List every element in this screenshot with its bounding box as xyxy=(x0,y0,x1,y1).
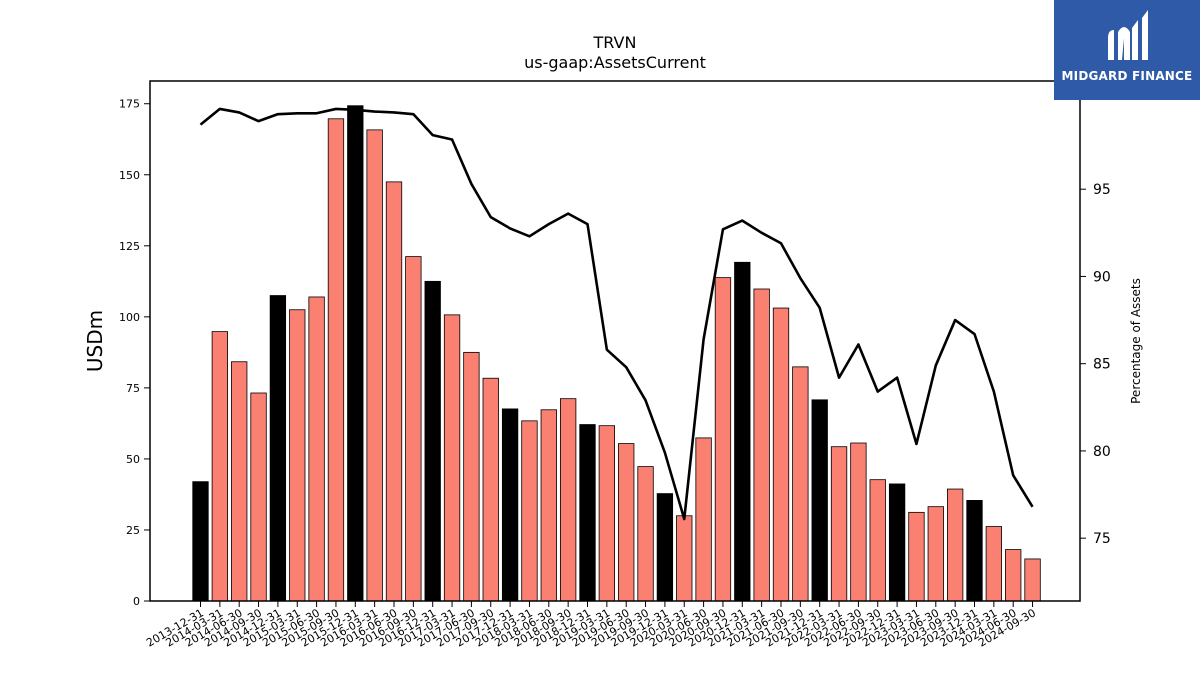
y-axis-label: USDm xyxy=(83,310,107,372)
y-tick-label: 25 xyxy=(126,524,140,537)
bar-series xyxy=(192,105,1041,602)
bar xyxy=(424,280,441,602)
bar xyxy=(869,479,886,602)
bar xyxy=(443,314,461,602)
brand-logo: MIDGARD FINANCE xyxy=(1054,0,1200,100)
y2-tick-label: 90 xyxy=(1093,269,1111,285)
bar xyxy=(734,261,751,602)
bar xyxy=(463,351,480,602)
line-series xyxy=(199,107,1034,521)
y-tick-label: 0 xyxy=(133,595,140,608)
bar xyxy=(927,506,944,602)
bar xyxy=(676,515,693,602)
y-axis-right: 75 80 85 90 95 xyxy=(1080,182,1111,547)
brand-name: MIDGARD FINANCE xyxy=(1061,69,1193,83)
bar xyxy=(289,309,306,602)
bar xyxy=(1024,558,1041,602)
bar xyxy=(366,129,383,602)
bar xyxy=(192,481,209,602)
bar xyxy=(540,409,557,602)
y2-tick-label: 80 xyxy=(1093,444,1111,460)
bar xyxy=(211,331,229,602)
bar xyxy=(850,442,867,602)
bar xyxy=(966,500,983,602)
bar xyxy=(985,526,1002,602)
bar xyxy=(482,377,499,602)
bar xyxy=(714,277,732,602)
y2-tick-label: 95 xyxy=(1093,182,1111,198)
bar xyxy=(231,361,248,602)
bar xyxy=(947,488,964,602)
bar xyxy=(579,424,596,602)
bar xyxy=(772,307,790,602)
y-axis-left: 0 25 50 75 100 125 150 175 xyxy=(119,98,150,608)
bar xyxy=(405,256,422,602)
bar xyxy=(811,399,828,602)
y-tick-label: 125 xyxy=(119,240,140,253)
bar xyxy=(1005,549,1022,602)
bar xyxy=(618,443,635,602)
y-tick-label: 75 xyxy=(126,382,140,395)
bar xyxy=(792,366,809,602)
plot-frame xyxy=(149,80,1081,602)
line-path xyxy=(199,107,1034,521)
chart-title: TRVN xyxy=(593,33,637,52)
y-tick-label: 50 xyxy=(126,453,140,466)
y2-axis-label: Percentage of Assets xyxy=(1129,278,1143,404)
y-tick-label: 175 xyxy=(119,98,140,111)
bar xyxy=(347,105,364,602)
bar xyxy=(560,398,577,602)
bar xyxy=(385,181,403,602)
bar xyxy=(830,446,848,602)
bar xyxy=(637,466,654,602)
bar xyxy=(695,437,712,602)
y2-tick-label: 75 xyxy=(1093,531,1111,547)
bar xyxy=(501,408,519,602)
chart-subtitle: us-gaap:AssetsCurrent xyxy=(524,53,706,72)
bar xyxy=(888,483,906,602)
bar xyxy=(908,511,925,602)
midgard-logo-icon xyxy=(1108,10,1148,60)
bar xyxy=(308,296,325,602)
x-axis: 2013-12-312014-03-312014-06-302014-09-30… xyxy=(144,601,1038,650)
y2-tick-label: 85 xyxy=(1093,357,1111,373)
bar xyxy=(250,392,267,602)
y-tick-label: 150 xyxy=(119,169,140,182)
bar xyxy=(269,295,287,602)
bar xyxy=(598,425,615,602)
bar xyxy=(753,288,770,602)
y-tick-label: 100 xyxy=(119,311,140,324)
bar xyxy=(327,118,345,602)
bar xyxy=(521,420,538,602)
bar xyxy=(656,493,674,602)
